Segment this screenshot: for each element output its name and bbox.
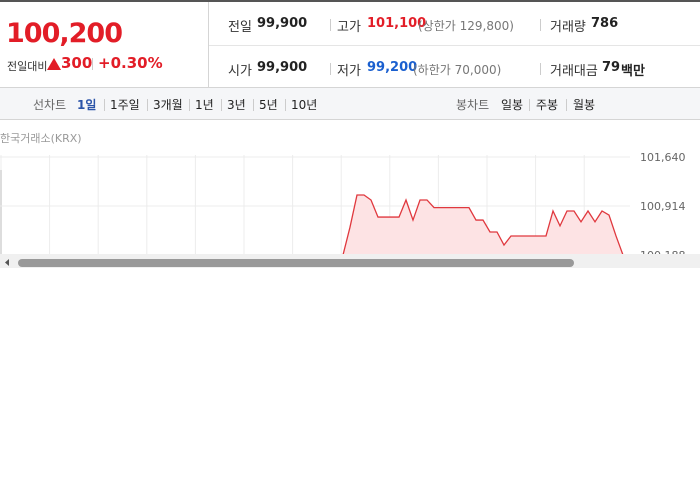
stat-label: 거래대금 bbox=[550, 64, 598, 79]
period-tab[interactable]: 3년 bbox=[227, 98, 246, 112]
tab-group-label: 선차트 bbox=[33, 98, 67, 112]
stat-label: 시가 bbox=[228, 64, 252, 79]
y-tick-label: 101,640 bbox=[640, 151, 686, 164]
separator bbox=[285, 99, 286, 111]
row-separator bbox=[209, 45, 700, 46]
scrollbar-graphic bbox=[5, 259, 574, 267]
chart: 101,640 100,914 100,188 bbox=[0, 151, 686, 262]
change-label: 전일대비 bbox=[7, 60, 48, 73]
candle-tab[interactable]: 일봉 bbox=[501, 98, 524, 112]
separator bbox=[529, 99, 530, 111]
separator bbox=[147, 99, 148, 111]
scrollbar[interactable] bbox=[0, 254, 700, 268]
period-tabs: 선차트 1일 1주일 3개월 1년 3년 5년 10년 봉차트 일봉 주봉 월봉 bbox=[0, 88, 700, 120]
stat-unit: 백만 bbox=[621, 64, 645, 79]
stat-label: 전일 bbox=[228, 20, 252, 35]
candle-tab[interactable]: 주봉 bbox=[536, 98, 559, 112]
separator bbox=[540, 63, 541, 75]
separator bbox=[330, 63, 331, 75]
separator bbox=[189, 99, 190, 111]
separator bbox=[92, 58, 93, 70]
period-tab[interactable]: 10년 bbox=[291, 98, 318, 112]
quote-summary: 100,200 전일대비 300 +0.30% bbox=[0, 2, 209, 88]
period-tab[interactable]: 1주일 bbox=[110, 98, 140, 112]
stat-note: (상한가 129,800) bbox=[418, 19, 514, 33]
stat-value: 99,200 bbox=[367, 60, 418, 75]
scroll-left[interactable] bbox=[5, 259, 9, 266]
separator bbox=[221, 99, 222, 111]
stat-note: (하한가 70,000) bbox=[413, 63, 502, 77]
separator bbox=[540, 19, 541, 31]
stat-label: 거래량 bbox=[550, 20, 586, 35]
separator bbox=[104, 99, 105, 111]
change: 300 bbox=[61, 54, 93, 72]
period-tab[interactable]: 1년 bbox=[195, 98, 214, 112]
stat-value: 99,900 bbox=[257, 60, 308, 75]
stat-label: 고가 bbox=[337, 20, 361, 35]
stat-value: 101,100 bbox=[367, 16, 427, 31]
stat-label: 저가 bbox=[337, 64, 361, 79]
candle-tab[interactable]: 월봉 bbox=[573, 98, 596, 112]
change-rate: +0.30% bbox=[98, 54, 163, 72]
stat-value: 786 bbox=[591, 16, 619, 31]
separator bbox=[253, 99, 254, 111]
up-icon bbox=[47, 58, 61, 70]
y-tick-label: 100,914 bbox=[640, 200, 686, 213]
quote-header: 100,200 전일대비 300 +0.30% 전일 99,900 고가 101… bbox=[0, 0, 700, 88]
stat-value: 79 bbox=[602, 60, 621, 75]
tab-group-label: 봉차트 bbox=[456, 98, 490, 112]
separator bbox=[566, 99, 567, 111]
period-tab[interactable]: 1일 bbox=[77, 98, 97, 112]
stat-value: 99,900 bbox=[257, 16, 308, 31]
separator bbox=[330, 19, 331, 31]
period-tab[interactable]: 5년 bbox=[259, 98, 278, 112]
area-fill bbox=[343, 194, 623, 254]
data-source: 한국거래소(KRX) bbox=[0, 132, 82, 145]
current-price: 100,200 bbox=[6, 18, 123, 49]
y-tick-label: 100,188 bbox=[640, 249, 686, 262]
price-line bbox=[342, 194, 624, 254]
scroll-thumb[interactable] bbox=[18, 259, 574, 267]
period-tab[interactable]: 3개월 bbox=[153, 98, 183, 112]
